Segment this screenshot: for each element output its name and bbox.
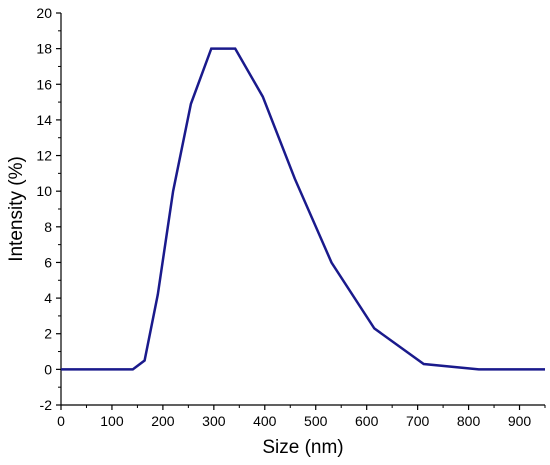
x-tick-label: 800	[457, 413, 481, 429]
y-tick-label: 6	[44, 254, 52, 270]
y-tick-label: 18	[36, 41, 52, 57]
x-axis-label: Size (nm)	[262, 437, 343, 458]
x-tick-label: 300	[202, 413, 226, 429]
y-axis-ticks: -2 0 2 4 6 8 10 12 14 16 18 20	[36, 5, 61, 413]
x-tick-label: 700	[406, 413, 430, 429]
y-tick-label: 2	[44, 326, 52, 342]
y-tick-label: 8	[44, 219, 52, 235]
x-tick-label: 600	[355, 413, 379, 429]
x-tick-label: 0	[57, 413, 65, 429]
plot-area	[60, 13, 545, 406]
intensity-series-line	[61, 47, 545, 371]
y-tick-label: 16	[36, 76, 52, 92]
y-tick-label: 0	[44, 361, 52, 377]
x-tick-label: 500	[304, 413, 328, 429]
x-axis-ticks: 0 100 200 300 400 500 600 700 800 900	[57, 405, 546, 429]
x-tick-label: 100	[100, 413, 124, 429]
y-tick-label: 12	[36, 148, 52, 164]
x-tick-label: 200	[151, 413, 175, 429]
y-tick-label: -2	[40, 397, 53, 413]
y-tick-label: 14	[36, 112, 52, 128]
x-tick-label: 400	[253, 413, 277, 429]
y-tick-label: 4	[44, 290, 52, 306]
y-tick-label: 20	[36, 5, 52, 21]
y-tick-label: 10	[36, 183, 52, 199]
x-tick-label: 900	[508, 413, 532, 429]
y-axis-label: Intensity (%)	[6, 156, 27, 262]
